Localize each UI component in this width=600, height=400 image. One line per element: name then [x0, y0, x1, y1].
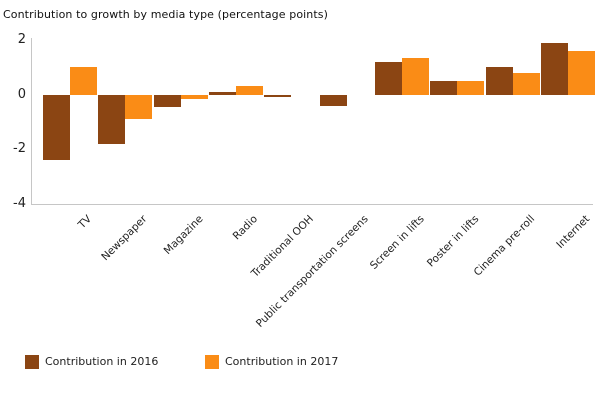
chart-title: Contribution to growth by media type (pe…: [3, 8, 329, 21]
bar-magazine-contribution-in-2017: [180, 94, 208, 99]
bar-screen-in-lifts-contribution-in-2017: [401, 57, 429, 95]
bar-cinema-pre-roll-contribution-in-2017: [512, 72, 540, 95]
x-category-label: Cinema pre-roll: [471, 213, 538, 279]
x-category-label: Screen in lifts: [367, 213, 427, 272]
bar-tv-contribution-in-2016: [43, 94, 70, 161]
bar-public-transportation-screens-contribution-in-2016: [319, 94, 347, 106]
bar-newspaper-contribution-in-2017: [125, 94, 153, 120]
x-category-label: Radio: [231, 213, 261, 243]
bar-tv-contribution-in-2017: [70, 67, 97, 95]
x-category-label: Poster in lifts: [425, 213, 482, 270]
x-category-label: Internet: [554, 213, 593, 251]
bar-poster-in-lifts-contribution-in-2017: [457, 81, 485, 95]
bar-traditional-ooh-contribution-in-2016: [264, 94, 292, 98]
bar-cinema-pre-roll-contribution-in-2016: [485, 67, 513, 95]
x-category-label: Magazine: [161, 213, 206, 257]
x-category-label: Newspaper: [99, 213, 150, 264]
legend-swatch-2016: [25, 355, 39, 369]
bar-radio-contribution-in-2017: [235, 86, 263, 95]
y-tick-label: 0: [17, 86, 26, 102]
bar-internet-contribution-in-2016: [540, 42, 568, 95]
bar-poster-in-lifts-contribution-in-2016: [430, 81, 458, 95]
x-category-label: TV: [76, 213, 95, 232]
bar-screen-in-lifts-contribution-in-2016: [374, 61, 402, 95]
legend-item-2017: Contribution in 2017: [205, 354, 338, 370]
y-tick-label: 2: [17, 32, 26, 47]
legend-item-2016: Contribution in 2016: [25, 354, 158, 370]
bar-newspaper-contribution-in-2016: [98, 94, 126, 144]
x-axis-line: [31, 204, 593, 205]
y-tick-label: -2: [13, 141, 26, 157]
y-axis-line: [31, 38, 32, 204]
bar-radio-contribution-in-2016: [208, 91, 236, 95]
bar-magazine-contribution-in-2016: [153, 94, 181, 107]
legend-label-2016: Contribution in 2016: [45, 355, 159, 368]
legend-swatch-2017: [205, 355, 219, 369]
bar-internet-contribution-in-2017: [567, 50, 595, 95]
x-category-label: Public transportation screens: [254, 213, 372, 330]
y-tick-label: -4: [13, 196, 26, 211]
legend-label-2017: Contribution in 2017: [225, 355, 339, 368]
